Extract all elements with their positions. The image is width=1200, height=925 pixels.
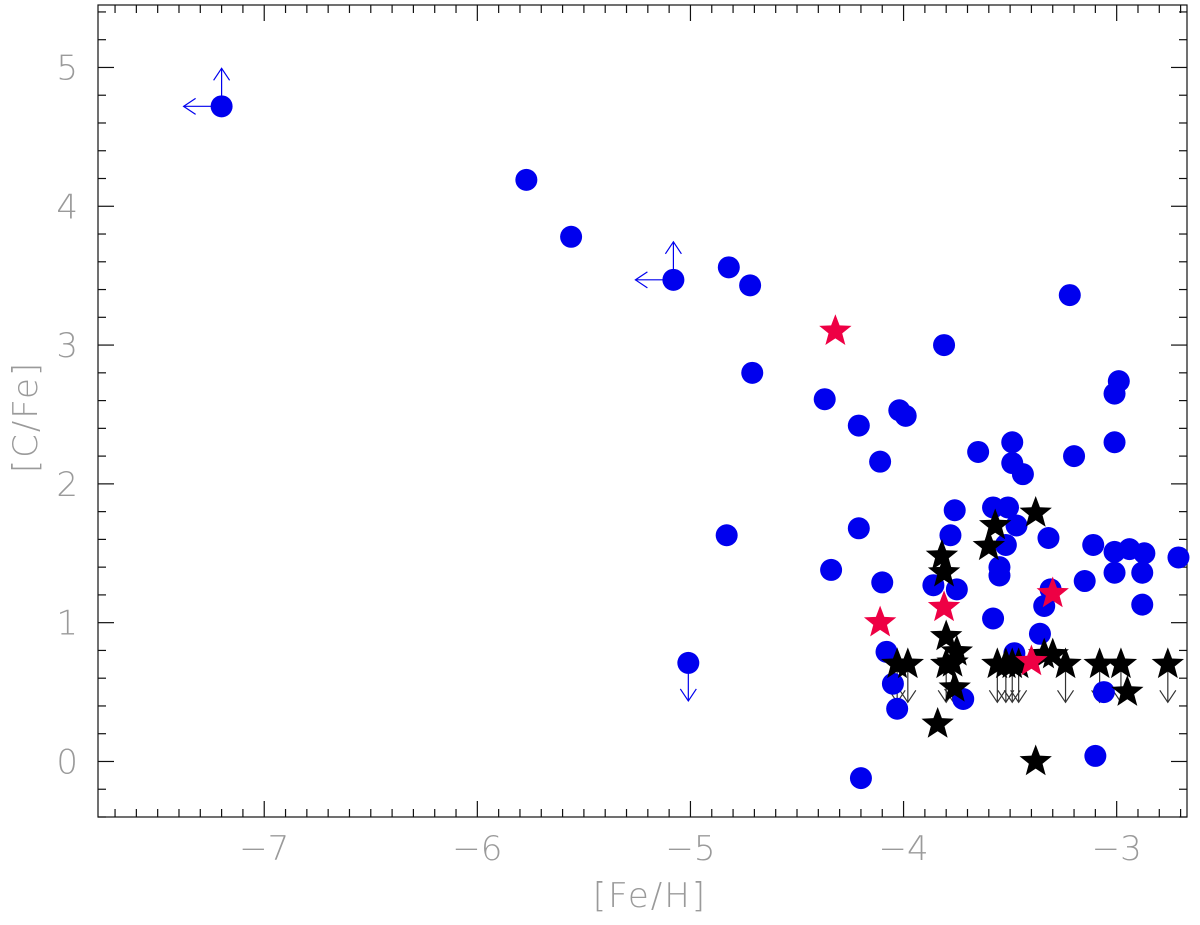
- data-point-circle: [1073, 570, 1096, 593]
- limit-arrow-head: [1003, 689, 1021, 704]
- data-point-circle: [933, 334, 956, 357]
- x-tick-label: −7: [239, 829, 289, 869]
- data-point-black-star: [972, 529, 1005, 561]
- data-point-black-star: [1036, 637, 1069, 669]
- limit-arrow-head: [664, 240, 682, 255]
- data-point-circle: [994, 533, 1017, 556]
- data-point-circle: [967, 440, 990, 463]
- data-point-circle: [886, 697, 909, 720]
- data-point-circle: [1131, 593, 1154, 616]
- data-point-circle: [869, 450, 892, 473]
- data-point-circle: [881, 672, 904, 695]
- tick-labels: −7 −6 −5 −4 −3 0 1 2 3 4 5: [56, 48, 1141, 869]
- data-point-circle: [1082, 533, 1105, 556]
- data-point-circle: [982, 607, 1005, 630]
- data-point-circle: [1133, 542, 1156, 565]
- data-point-circle: [715, 524, 738, 547]
- data-point-black-star: [940, 634, 974, 666]
- y-tick-label: 0: [56, 742, 78, 782]
- data-point-black-star: [927, 555, 961, 587]
- data-point-black-star: [930, 619, 963, 651]
- data-point-red-star: [819, 314, 852, 345]
- data-point-circle: [1167, 546, 1190, 569]
- y-axis-title: [C/Fe]: [6, 361, 46, 473]
- data-point-circle: [1084, 744, 1107, 767]
- data-point-black-star: [925, 539, 959, 570]
- data-point-circle: [849, 767, 872, 790]
- data-point-black-star: [1019, 496, 1052, 527]
- limit-arrow-head: [1010, 689, 1028, 704]
- data-point-circle: [847, 414, 870, 437]
- data-marks: [182, 67, 1190, 790]
- data-point-black-star: [1111, 675, 1144, 706]
- y-tick-label: 5: [56, 48, 78, 88]
- data-point-black-star: [1083, 647, 1116, 679]
- x-tick-label: −3: [1092, 829, 1142, 869]
- data-point-circle: [939, 524, 962, 547]
- limit-arrow-head: [213, 67, 231, 81]
- data-point-red-star: [1015, 644, 1048, 676]
- data-point-red-star: [1036, 576, 1069, 608]
- limit-arrow-head: [997, 689, 1015, 704]
- data-point-circle: [988, 564, 1011, 587]
- data-point-circle: [1011, 463, 1034, 486]
- data-point-circle: [739, 274, 762, 297]
- limit-arrow-head: [899, 689, 917, 704]
- data-point-black-star: [1104, 647, 1138, 679]
- data-point-circle: [1103, 431, 1126, 454]
- data-point-black-star: [938, 670, 971, 702]
- data-point-circle: [1037, 527, 1060, 550]
- data-point-circle: [515, 168, 538, 191]
- data-point-black-star: [891, 647, 924, 679]
- data-point-circle: [560, 225, 583, 248]
- data-point-circle: [820, 558, 843, 581]
- data-point-circle: [662, 268, 685, 291]
- data-point-circle: [996, 496, 1019, 519]
- plot-frame: [97, 4, 1188, 818]
- data-point-circle: [210, 95, 233, 118]
- y-tick-label: 2: [56, 465, 78, 505]
- data-point-circle: [741, 361, 764, 384]
- data-point-black-star: [979, 508, 1012, 540]
- y-tick-label: 1: [56, 604, 78, 644]
- data-point-black-star: [1019, 744, 1052, 776]
- data-point-circle: [717, 256, 740, 279]
- data-point-circle: [1092, 681, 1115, 704]
- data-point-circle: [943, 499, 966, 522]
- data-point-black-star: [1151, 647, 1184, 679]
- limit-arrow-head: [1159, 689, 1177, 704]
- data-point-circle: [1103, 561, 1126, 584]
- data-point-red-star: [927, 590, 961, 622]
- data-point-circle: [1001, 431, 1024, 454]
- limit-arrow-head: [679, 688, 697, 703]
- data-point-black-star: [921, 707, 954, 738]
- data-point-circle: [894, 404, 917, 427]
- data-point-circle: [1058, 284, 1081, 307]
- x-tick-label: −5: [665, 829, 715, 869]
- data-point-circle: [871, 571, 894, 594]
- data-point-black-star: [1049, 647, 1082, 679]
- y-tick-label: 4: [56, 187, 78, 227]
- data-point-circle: [1005, 514, 1028, 537]
- limit-arrow-head: [1057, 689, 1075, 704]
- data-point-circle: [1107, 370, 1130, 393]
- data-point-circle: [1063, 445, 1086, 468]
- y-tick-label: 3: [56, 326, 78, 366]
- data-point-circle: [1028, 622, 1051, 645]
- data-point-black-star: [1002, 647, 1035, 679]
- data-point-circle: [1131, 561, 1154, 584]
- data-point-red-star: [863, 605, 897, 637]
- limit-arrow-head: [634, 271, 648, 289]
- data-point-circle: [813, 388, 836, 411]
- data-point-circle: [677, 651, 700, 674]
- data-point-circle: [847, 517, 870, 540]
- x-axis-title: [Fe/H]: [593, 876, 707, 916]
- x-tick-label: −6: [452, 829, 502, 869]
- x-tick-label: −4: [878, 829, 928, 869]
- limit-arrow-head: [182, 97, 196, 115]
- limit-arrow-head: [988, 689, 1006, 704]
- data-point-circle: [875, 640, 898, 663]
